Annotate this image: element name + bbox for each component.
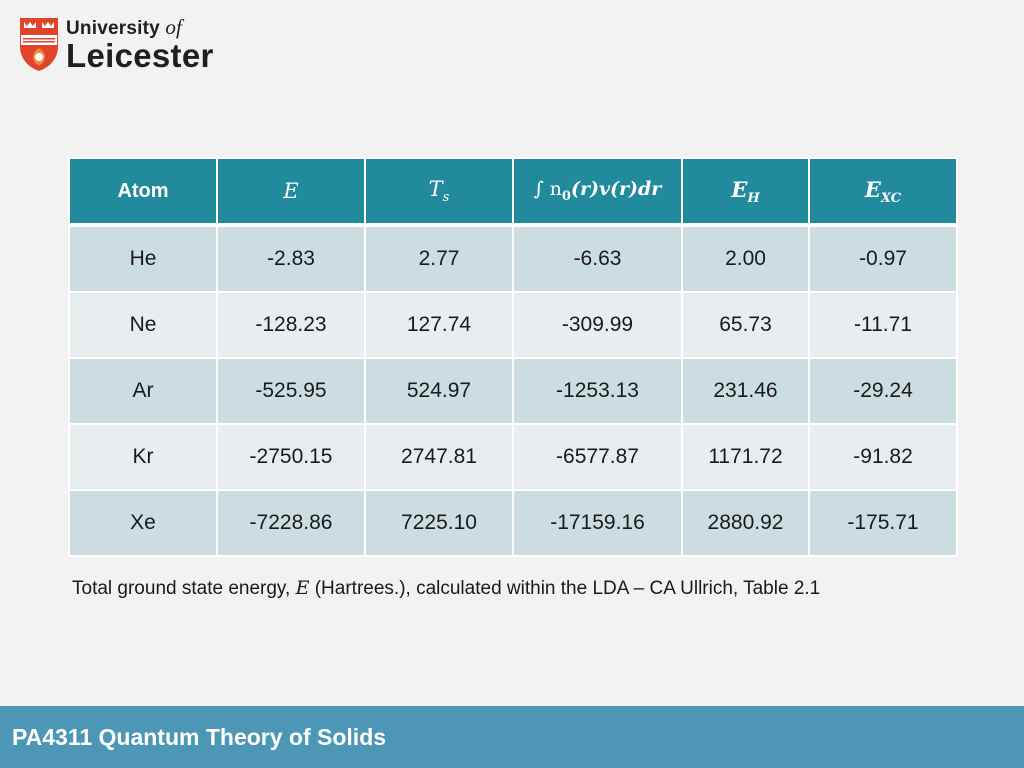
cell-xc-energy: -29.24 [808, 357, 958, 425]
cell-atom: Ne [68, 291, 218, 359]
cell-xc-energy: -0.97 [808, 224, 958, 293]
cell-atom: Kr [68, 423, 218, 491]
cell-total-energy: -128.23 [216, 291, 366, 359]
cell-hartree-energy: 65.73 [681, 291, 810, 359]
table-row: Ne -128.23 127.74 -309.99 65.73 -11.71 [68, 291, 958, 359]
header-hartree-energy-symbol: E [731, 176, 748, 202]
course-title: PA4311 Quantum Theory of Solids [12, 724, 387, 750]
cell-kinetic-energy: 524.97 [364, 357, 514, 425]
header-integral-rest: (r)v(r)dr [570, 178, 662, 200]
cell-kinetic-energy: 7225.10 [364, 489, 514, 557]
header-atom: Atom [68, 157, 218, 226]
cell-hartree-energy: 2880.92 [681, 489, 810, 557]
cell-potential-integral: -17159.16 [512, 489, 683, 557]
header-potential-integral: ∫ n0(r)v(r)dr [512, 157, 683, 226]
cell-potential-integral: -1253.13 [512, 357, 683, 425]
table-caption: Total ground state energy, E (Hartrees.)… [72, 577, 820, 600]
header-hartree-energy-sub: H [747, 190, 760, 206]
cell-atom: Xe [68, 489, 218, 557]
caption-text-before: Total ground state energy, [72, 578, 296, 599]
cell-xc-energy: -91.82 [808, 423, 958, 491]
table-row: He -2.83 2.77 -6.63 2.00 -0.97 [68, 224, 958, 293]
footer-bar: PA4311 Quantum Theory of Solids [0, 706, 1024, 768]
caption-text-after: (Hartrees.), calculated within the LDA –… [309, 578, 821, 599]
ground-state-energy-table: Atom E Ts ∫ n0(r)v(r)dr EH EXC He -2.83 … [68, 157, 958, 557]
cell-total-energy: -2.83 [216, 224, 366, 293]
cell-hartree-energy: 1171.72 [681, 423, 810, 491]
cell-atom: He [68, 224, 218, 293]
cell-xc-energy: -175.71 [808, 489, 958, 557]
cell-potential-integral: -6.63 [512, 224, 683, 293]
table-row: Kr -2750.15 2747.81 -6577.87 1171.72 -91… [68, 423, 958, 491]
header-integral-prefix: ∫ n [533, 178, 562, 200]
header-xc-energy-sub: XC [880, 190, 902, 206]
table-header-row: Atom E Ts ∫ n0(r)v(r)dr EH EXC [68, 157, 958, 226]
cell-xc-energy: -11.71 [808, 291, 958, 359]
header-integral-sub: 0 [561, 189, 571, 204]
table-row: Ar -525.95 524.97 -1253.13 231.46 -29.24 [68, 357, 958, 425]
header-xc-energy: EXC [808, 157, 958, 226]
cell-kinetic-energy: 2747.81 [364, 423, 514, 491]
header-kinetic-energy-symbol: T [428, 177, 443, 201]
cell-atom: Ar [68, 357, 218, 425]
header-kinetic-energy: Ts [364, 157, 514, 226]
cell-hartree-energy: 2.00 [681, 224, 810, 293]
logo-leicester: Leicester [66, 36, 214, 74]
header-total-energy: E [216, 157, 366, 226]
cell-kinetic-energy: 2.77 [364, 224, 514, 293]
cell-kinetic-energy: 127.74 [364, 291, 514, 359]
university-logo: University of Leicester [18, 16, 214, 72]
header-hartree-energy: EH [681, 157, 810, 226]
logo-of: of [165, 14, 183, 39]
header-xc-energy-symbol: E [864, 176, 881, 202]
cell-hartree-energy: 231.46 [681, 357, 810, 425]
crest-icon [20, 18, 58, 71]
cell-potential-integral: -309.99 [512, 291, 683, 359]
caption-energy-symbol: E [295, 577, 310, 599]
cell-total-energy: -525.95 [216, 357, 366, 425]
header-kinetic-energy-sub: s [442, 190, 450, 205]
cell-total-energy: -7228.86 [216, 489, 366, 557]
table-row: Xe -7228.86 7225.10 -17159.16 2880.92 -1… [68, 489, 958, 557]
cell-potential-integral: -6577.87 [512, 423, 683, 491]
cell-total-energy: -2750.15 [216, 423, 366, 491]
logo-university: University [66, 17, 160, 39]
header-total-energy-symbol: E [283, 179, 299, 203]
